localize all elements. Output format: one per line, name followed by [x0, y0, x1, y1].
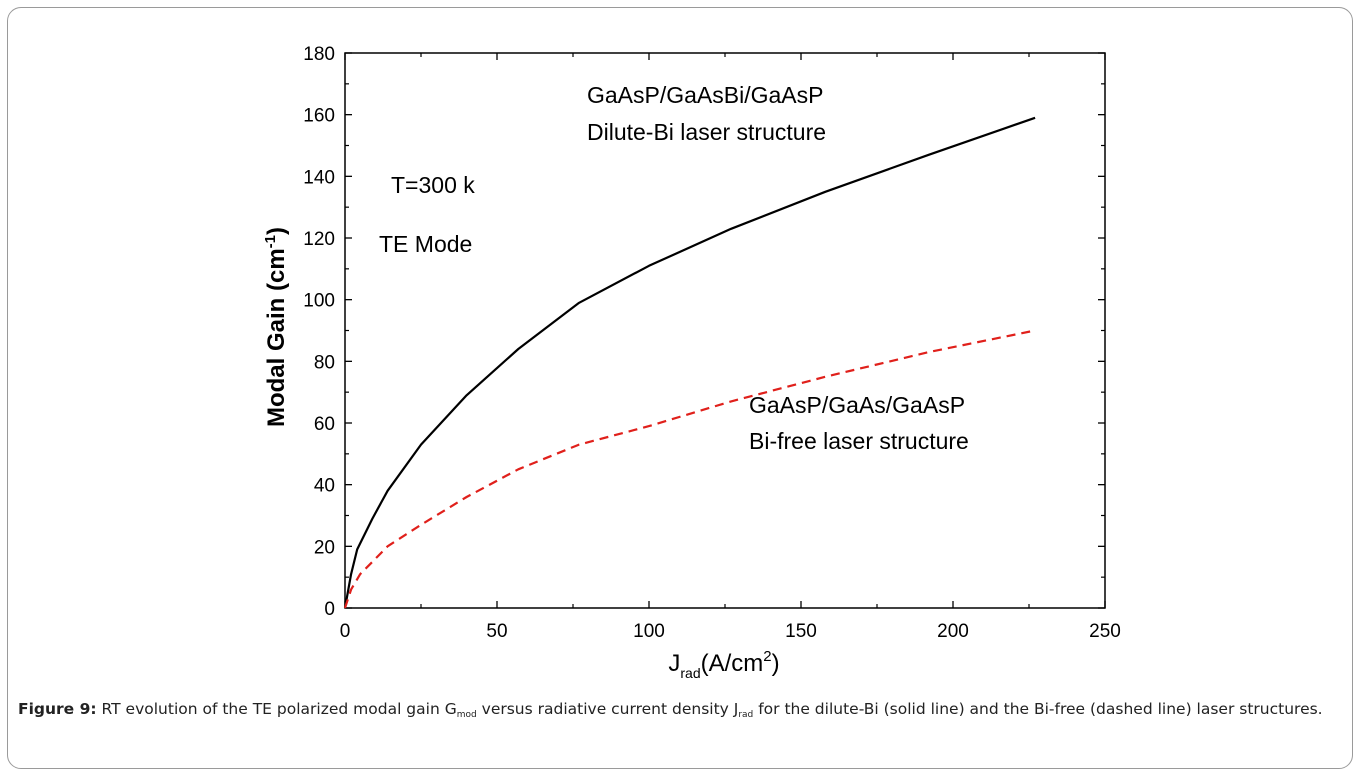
x-tick-label: 200 [937, 621, 969, 642]
x-axis-title-main: J [668, 650, 680, 677]
x-tick-label: 0 [340, 621, 351, 642]
y-tick-label: 140 [303, 167, 335, 188]
y-tick-label: 0 [324, 599, 335, 620]
figure-frame [7, 7, 1353, 769]
x-axis-title-unit: (A/cm [701, 650, 764, 677]
caption-text-a: RT evolution of the TE polarized modal g… [96, 700, 457, 718]
annotation-bifree-structure-line2: Bi-free laser structure [749, 428, 969, 454]
caption-sub-rad: rad [738, 710, 754, 720]
x-axis-title-sub: rad [680, 665, 700, 681]
annotation-mode: TE Mode [379, 231, 472, 257]
caption-label: Figure 9: [18, 700, 97, 718]
y-axis-title-main: Modal Gain (cm [263, 248, 290, 427]
y-tick-label: 40 [314, 476, 335, 497]
annotation-bifree-structure-line1: GaAsP/GaAs/GaAsP [749, 392, 965, 418]
y-tick-label: 60 [314, 414, 335, 435]
y-tick-label: 100 [303, 291, 335, 312]
annotation-bi-structure-line2: Dilute-Bi laser structure [587, 119, 826, 145]
y-axis-title-sup: -1 [262, 235, 279, 248]
y-tick-label: 20 [314, 537, 335, 558]
annotation-temperature: T=300 k [391, 172, 475, 198]
caption-text-c: for the dilute-Bi (solid line) and the B… [753, 700, 1323, 718]
x-tick-label: 250 [1089, 621, 1121, 642]
x-tick-label: 50 [486, 621, 507, 642]
x-tick-label: 100 [633, 621, 665, 642]
caption-text-b: versus radiative current density J [476, 700, 739, 718]
modal-gain-chart: 0 50 100 150 200 250020406080100120140160180 … [262, 44, 1121, 681]
x-tick-label: 150 [785, 621, 817, 642]
caption-sub-mod: mod [456, 710, 477, 720]
y-tick-label: 80 [314, 352, 335, 373]
y-axis-title-close: ) [263, 227, 290, 235]
x-axis-title-sup: 2 [763, 648, 771, 665]
annotation-bi-structure-line1: GaAsP/GaAsBi/GaAsP [587, 82, 823, 108]
y-tick-label: 160 [303, 106, 335, 127]
series-layer [343, 116, 1036, 609]
annotation-layer: GaAsP/GaAsBi/GaAsP Dilute-Bi laser struct… [379, 82, 969, 454]
y-tick-label: 180 [303, 44, 335, 65]
bi-free-gain-line [343, 329, 1036, 609]
figure-caption: Figure 9: RT evolution of the TE polariz… [18, 697, 1338, 728]
y-axis-title: Modal Gain (cm-1) [262, 227, 290, 427]
x-axis-title-close: ) [772, 650, 780, 677]
x-axis-title: Jrad(A/cm2) [668, 648, 779, 681]
dilute-bi-gain-line [343, 116, 1036, 609]
axes: 0 50 100 150 200 250 0 20 40 60 80 100 120 140 160 180 [303, 44, 1121, 642]
y-tick-label: 120 [303, 229, 335, 250]
